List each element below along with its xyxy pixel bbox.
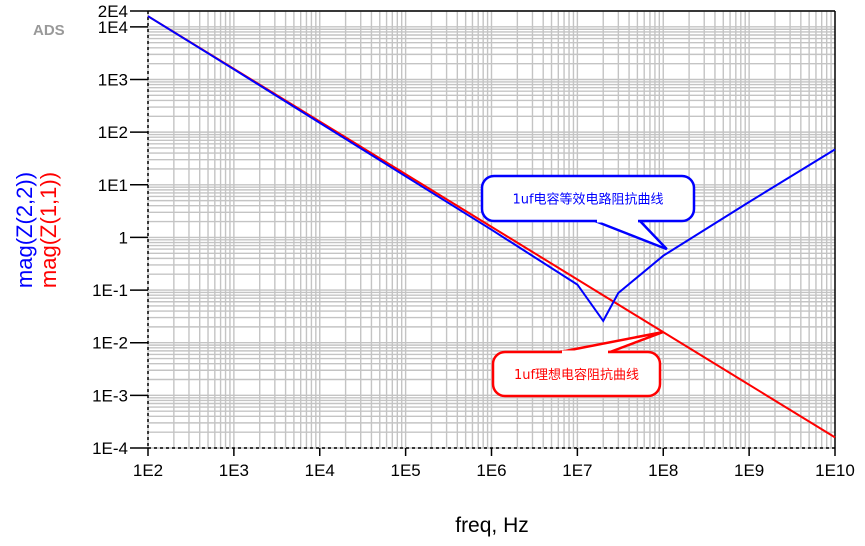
x-tick-label: 1E6 [476,461,506,480]
x-tick-label: 1E9 [734,461,764,480]
callout-tail [559,330,664,354]
x-tick-label: 1E4 [305,461,335,480]
callout-box [480,174,696,223]
y-tick-label: 1E-3 [92,386,128,405]
y-tick-label: 1 [119,228,128,247]
y-tick-label: 1E3 [98,70,128,89]
x-tick-label: 1E2 [133,461,163,480]
series [147,15,836,439]
x-tick-label: 1E8 [648,461,678,480]
x-axis-label: freq, Hz [455,514,529,537]
grid [147,10,835,449]
annotation-text: 1uf理想电容阻抗曲线 [514,367,639,383]
series-line [147,15,836,323]
y-tick-label: 1E-4 [92,439,128,458]
x-tick-label: 1E3 [219,461,249,480]
y-tick-label: 1E-1 [92,281,128,300]
annotation-text: 1uf电容等效电路阻抗曲线 [512,192,663,208]
y-tick-label: 1E1 [98,176,128,195]
x-tick-label: 1E5 [391,461,421,480]
y-tick-label: 1E2 [98,123,128,142]
ads-logo: ADS [33,22,65,39]
annotation-callout: 1uf电容等效电路阻抗曲线 [480,174,696,251]
y-tick-label: 2E4 [98,2,128,21]
axes: 1E2 1E3 1E4 1E5 1E6 1E7 1E8 1E9 1E102E41E41E31E2… [92,2,855,480]
x-tick-label: 1E10 [815,461,855,480]
y-axis-label-blue: mag(Z(2,2)) [12,172,37,288]
annotations: 1uf电容等效电路阻抗曲线 1uf理想电容阻抗曲线 [480,174,696,398]
x-tick-label: 1E7 [562,461,592,480]
y-tick-label: 1E4 [98,18,128,37]
y-axis-label-red: mag(Z(1,1)) [36,172,61,288]
annotation-callout: 1uf理想电容阻抗曲线 [491,330,664,398]
y-tick-label: 1E-2 [92,334,128,353]
